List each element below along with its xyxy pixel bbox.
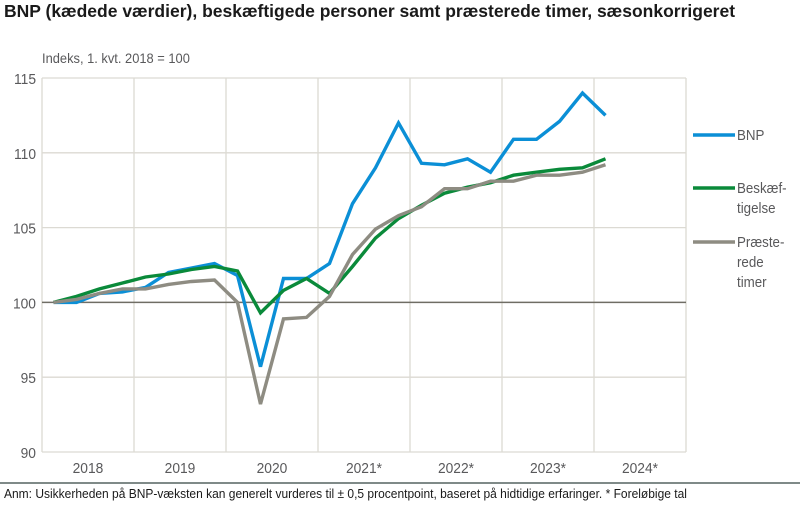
series-line-timer (53, 163, 607, 405)
y-tick-label: 90 (21, 446, 36, 463)
y-axis-ticks: 90 95 100 105 110 115 (13, 72, 36, 463)
x-tick-label: 2019 (165, 461, 196, 478)
legend-label-timer: Præste- (737, 233, 785, 250)
legend-label-timer: timer (737, 273, 767, 290)
x-tick-label: 2021* (346, 461, 382, 478)
y-tick-label: 110 (14, 146, 36, 163)
grid-lines (41, 77, 687, 453)
x-tick-label: 2018 (73, 461, 104, 478)
footnote: Anm: Usikkerheden på BNP-væksten kan gen… (4, 487, 687, 501)
y-tick-label: 105 (13, 221, 36, 238)
y-axis-unit-label: Indeks, 1. kvt. 2018 = 100 (42, 50, 190, 66)
series-line-bnp (53, 90, 607, 368)
legend-label-beskaeftigelse: tigelse (737, 199, 776, 216)
x-tick-label: 2022* (438, 461, 474, 478)
x-tick-label: 2020 (257, 461, 288, 478)
x-tick-label: 2023* (530, 461, 566, 478)
footer-divider (0, 482, 800, 484)
legend-label-beskaeftigelse: Beskæf- (737, 179, 787, 196)
data-series (53, 90, 607, 405)
y-tick-label: 95 (21, 371, 36, 388)
x-tick-label: 2024* (622, 461, 658, 478)
y-tick-label: 115 (14, 72, 36, 89)
y-tick-label: 100 (13, 296, 36, 313)
legend: BNP Beskæf-tigelse Præste-rede timer (693, 126, 787, 290)
x-axis-ticks: 2018 2019 2020 2021* 2022* 2023* 2024* (73, 461, 659, 478)
legend-label-timer: rede (737, 253, 764, 270)
chart-title: BNP (kædede værdier), beskæftigede perso… (4, 1, 736, 21)
legend-label-bnp: BNP (737, 126, 764, 143)
